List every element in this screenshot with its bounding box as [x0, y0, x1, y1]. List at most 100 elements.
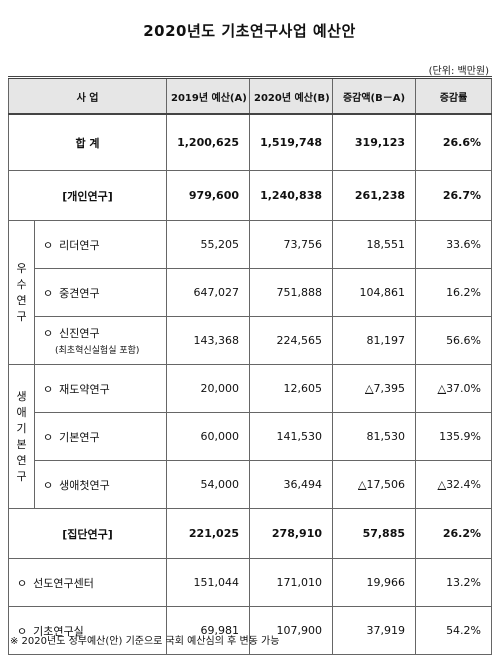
item-sublabel: (최초혁신실험실 포함): [55, 346, 140, 356]
group-char: 애: [16, 405, 27, 419]
individual-label: [개인연구]: [7, 170, 168, 221]
item-change: 104,861: [332, 268, 417, 317]
item-2020: 171,010: [249, 558, 334, 607]
negative-sign: △: [437, 478, 447, 491]
item-label: ㅇ 리더연구: [33, 220, 168, 269]
total-row: 합 계 1,200,625 1,519,748 319,123 26.6%: [7, 113, 493, 171]
header-change: 증감액(B－A): [332, 77, 417, 115]
group-char: 구: [16, 469, 27, 483]
group-char: 생: [16, 389, 27, 403]
group-char: 연: [16, 293, 27, 307]
individual-change: 261,238: [332, 170, 417, 221]
group-research-label: [집단연구]: [7, 508, 168, 559]
negative-sign: △: [365, 382, 374, 395]
item-2020: 12,605: [249, 364, 334, 413]
item-label: ㅇ 기초연구실: [7, 606, 168, 655]
group-char: 수: [16, 277, 27, 291]
total-change: 319,123: [332, 113, 417, 171]
group-char: 기: [16, 421, 27, 435]
unit-label: (단위: 백만원): [428, 66, 489, 77]
bullet: ㅇ: [43, 382, 54, 396]
header-budget-2019: 2019년 예산(A): [166, 77, 251, 115]
item-change: 19,966: [332, 558, 417, 607]
table-row: ㅇ 중견연구 647,027 751,888 104,861 16.2%: [9, 268, 493, 317]
group-research-change: 57,885: [332, 508, 417, 559]
bullet: ㅇ: [17, 624, 28, 638]
budget-table: 사 업 2019년 예산(A) 2020년 예산(B) 증감액(B－A) 증감률…: [7, 76, 493, 655]
bullet: ㅇ: [43, 430, 54, 444]
group-char: 우: [16, 261, 27, 275]
item-2019: 60,000: [166, 412, 251, 461]
group-char: 구: [16, 309, 27, 323]
group-research-rate: 26.2%: [415, 508, 493, 559]
bullet: ㅇ: [43, 327, 54, 340]
table-row: ㅇ 기초연구실 69,981 107,900 37,919 54.2%: [7, 606, 493, 655]
item-change: 37,919: [332, 606, 417, 655]
individual-rate: 26.7%: [415, 170, 493, 221]
individual-2020: 1,240,838: [249, 170, 334, 221]
item-rate: △32.4%: [415, 460, 493, 509]
header-budget-2020: 2020년 예산(B): [249, 77, 334, 115]
group-research-2020: 278,910: [249, 508, 334, 559]
item-change: △7,395: [332, 364, 417, 413]
item-label: ㅇ 생애첫연구: [33, 460, 168, 509]
group-char: 연: [16, 453, 27, 467]
item-label: ㅇ 기본연구: [33, 412, 168, 461]
item-2019: 20,000: [166, 364, 251, 413]
item-rate: 54.2%: [415, 606, 493, 655]
page-title: 2020년도 기초연구사업 예산안: [143, 22, 356, 40]
item-change: △17,506: [332, 460, 417, 509]
total-rate: 26.6%: [415, 113, 493, 171]
item-rate: 33.6%: [415, 220, 493, 269]
footnote: ※ 2020년도 정부예산(안) 기준으로 국회 예산심의 후 변동 가능: [10, 636, 280, 647]
bullet: ㅇ: [17, 576, 28, 590]
group-char: 본: [16, 437, 27, 451]
item-rate: 16.2%: [415, 268, 493, 317]
individual-research-row: [개인연구] 979,600 1,240,838 261,238 26.7%: [7, 170, 493, 221]
item-2020: 73,756: [249, 220, 334, 269]
item-label: ㅇ 재도약연구: [33, 364, 168, 413]
item-2019: 143,368: [166, 316, 251, 365]
item-change: 18,551: [332, 220, 417, 269]
total-2019: 1,200,625: [166, 113, 251, 171]
header-project: 사 업: [7, 77, 168, 115]
table-row: ㅇ 선도연구센터 151,044 171,010 19,966 13.2%: [7, 558, 493, 607]
item-2019: 69,981: [166, 606, 251, 655]
item-rate: 56.6%: [415, 316, 493, 365]
item-2020: 107,900: [249, 606, 334, 655]
header-row: 사 업 2019년 예산(A) 2020년 예산(B) 증감액(B－A) 증감률: [7, 77, 493, 115]
group-research-2019: 221,025: [166, 508, 251, 559]
item-2020: 36,494: [249, 460, 334, 509]
negative-sign: △: [358, 478, 367, 491]
item-rate: 13.2%: [415, 558, 493, 607]
negative-sign: △: [437, 382, 447, 395]
total-label: 합 계: [7, 113, 168, 171]
item-rate: 135.9%: [415, 412, 493, 461]
item-change: 81,197: [332, 316, 417, 365]
bullet: ㅇ: [43, 238, 54, 252]
item-change: 81,530: [332, 412, 417, 461]
item-2020: 224,565: [249, 316, 334, 365]
item-label: ㅇ 중견연구: [33, 268, 168, 317]
item-label: ㅇ 신진연구 (최초혁신실험실 포함): [33, 316, 168, 365]
item-rate: △37.0%: [415, 364, 493, 413]
table-row: ㅇ 생애첫연구 54,000 36,494 △17,506 △32.4%: [9, 460, 493, 509]
table-row: ㅇ 신진연구 (최초혁신실험실 포함) 143,368 224,565 81,197…: [9, 316, 493, 365]
total-2020: 1,519,748: [249, 113, 334, 171]
header-rate: 증감률: [415, 77, 493, 115]
item-2019: 647,027: [166, 268, 251, 317]
bullet: ㅇ: [43, 286, 54, 300]
item-2020: 751,888: [249, 268, 334, 317]
item-2019: 54,000: [166, 460, 251, 509]
item-2019: 55,205: [166, 220, 251, 269]
item-label: ㅇ 선도연구센터: [7, 558, 168, 607]
table-row: ㅇ 기본연구 60,000 141,530 81,530 135.9%: [9, 412, 493, 461]
group-research-row: [집단연구] 221,025 278,910 57,885 26.2%: [7, 508, 493, 559]
individual-2019: 979,600: [166, 170, 251, 221]
